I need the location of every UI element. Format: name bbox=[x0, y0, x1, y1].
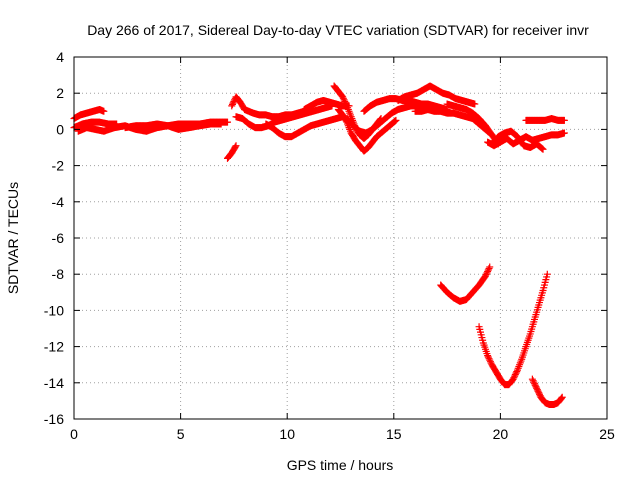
data-point bbox=[231, 143, 239, 151]
series-arc-11 bbox=[334, 105, 400, 155]
y-tick-label: 2 bbox=[56, 85, 64, 101]
series-arc-14 bbox=[394, 82, 479, 108]
data-point bbox=[558, 394, 566, 402]
series-arc-9 bbox=[300, 96, 353, 113]
y-tick-label: -14 bbox=[44, 375, 64, 391]
data-point bbox=[538, 144, 546, 152]
data-point bbox=[528, 375, 536, 383]
data-point bbox=[486, 263, 494, 271]
grid bbox=[74, 57, 607, 419]
data-point bbox=[535, 389, 543, 397]
y-tick-label: -16 bbox=[44, 411, 64, 427]
data-point bbox=[392, 116, 400, 124]
y-tick-label: -8 bbox=[52, 266, 65, 282]
data-point bbox=[531, 380, 539, 388]
data-point bbox=[533, 386, 541, 394]
data-point bbox=[229, 99, 237, 107]
data-point bbox=[391, 118, 399, 126]
data-point bbox=[533, 384, 541, 392]
data-point bbox=[530, 378, 538, 386]
x-tick-label: 20 bbox=[493, 426, 509, 442]
data-point bbox=[511, 372, 519, 380]
y-tick-label: 0 bbox=[56, 121, 64, 137]
series-arc-12 bbox=[343, 102, 428, 137]
data-point bbox=[224, 118, 232, 126]
y-tick-label: -2 bbox=[52, 158, 65, 174]
series-arc-18 bbox=[488, 127, 547, 153]
data-point bbox=[100, 107, 108, 115]
y-tick-label: -10 bbox=[44, 302, 64, 318]
data-point bbox=[341, 99, 349, 107]
series-arc-4 bbox=[74, 120, 225, 135]
series-arc-22 bbox=[528, 375, 566, 409]
data-point bbox=[484, 352, 492, 360]
data-point bbox=[535, 390, 543, 398]
data-point bbox=[217, 120, 225, 128]
data-points bbox=[70, 82, 568, 409]
x-tick-label: 15 bbox=[386, 426, 402, 442]
data-point bbox=[485, 264, 493, 272]
series-arc-20 bbox=[437, 263, 494, 305]
data-point bbox=[228, 102, 236, 110]
series-arc-1 bbox=[70, 105, 108, 123]
data-point bbox=[341, 97, 349, 105]
data-point bbox=[228, 100, 236, 108]
x-tick-label: 10 bbox=[279, 426, 295, 442]
data-point bbox=[340, 96, 348, 104]
y-tick-label: -6 bbox=[52, 230, 65, 246]
data-point bbox=[485, 355, 493, 363]
data-point bbox=[532, 383, 540, 391]
y-tick-label: -12 bbox=[44, 339, 64, 355]
data-point bbox=[560, 129, 568, 137]
data-point bbox=[512, 369, 520, 377]
data-point bbox=[539, 145, 547, 153]
series-arc-6 bbox=[228, 93, 313, 121]
data-point bbox=[339, 93, 347, 101]
x-tick-label: 25 bbox=[599, 426, 615, 442]
data-point bbox=[232, 142, 240, 150]
data-point bbox=[509, 375, 517, 383]
series-arc-21 bbox=[475, 270, 551, 389]
x-tick-label: 0 bbox=[70, 426, 78, 442]
data-point bbox=[484, 353, 492, 361]
x-tick-label: 5 bbox=[177, 426, 185, 442]
data-point bbox=[339, 94, 347, 102]
series-arc-7 bbox=[232, 102, 336, 132]
data-point bbox=[531, 381, 539, 389]
series-arc-5 bbox=[224, 142, 240, 162]
data-point bbox=[529, 377, 537, 385]
data-point bbox=[471, 100, 479, 108]
data-point bbox=[342, 100, 350, 108]
series-arc-8 bbox=[262, 113, 347, 141]
data-point bbox=[484, 266, 492, 274]
data-point bbox=[511, 371, 519, 379]
y-axis-title: SDTVAR / TECUs bbox=[5, 182, 21, 294]
data-point bbox=[484, 267, 492, 275]
y-tick-label: -4 bbox=[52, 194, 65, 210]
axis-ticks: 0 5 10 15 20 25 -16 -14 -12 -10 -8 -6 -4 -2 0 2 4 bbox=[44, 49, 615, 442]
data-point bbox=[481, 272, 489, 280]
data-point bbox=[482, 271, 490, 279]
data-point bbox=[560, 116, 568, 124]
chart-title: Day 266 of 2017, Sidereal Day-to-day VTE… bbox=[87, 22, 589, 38]
x-axis-title: GPS time / hours bbox=[287, 457, 394, 473]
y-tick-label: 4 bbox=[56, 49, 64, 65]
data-point bbox=[486, 358, 494, 366]
data-point bbox=[483, 269, 491, 277]
data-point bbox=[486, 356, 494, 364]
data-point bbox=[538, 145, 546, 153]
data-point bbox=[534, 387, 542, 395]
data-point bbox=[558, 393, 566, 401]
data-point bbox=[510, 374, 518, 382]
data-point bbox=[543, 270, 551, 278]
data-point bbox=[391, 117, 399, 125]
data-point bbox=[513, 368, 521, 376]
series-arc-19 bbox=[522, 115, 568, 124]
